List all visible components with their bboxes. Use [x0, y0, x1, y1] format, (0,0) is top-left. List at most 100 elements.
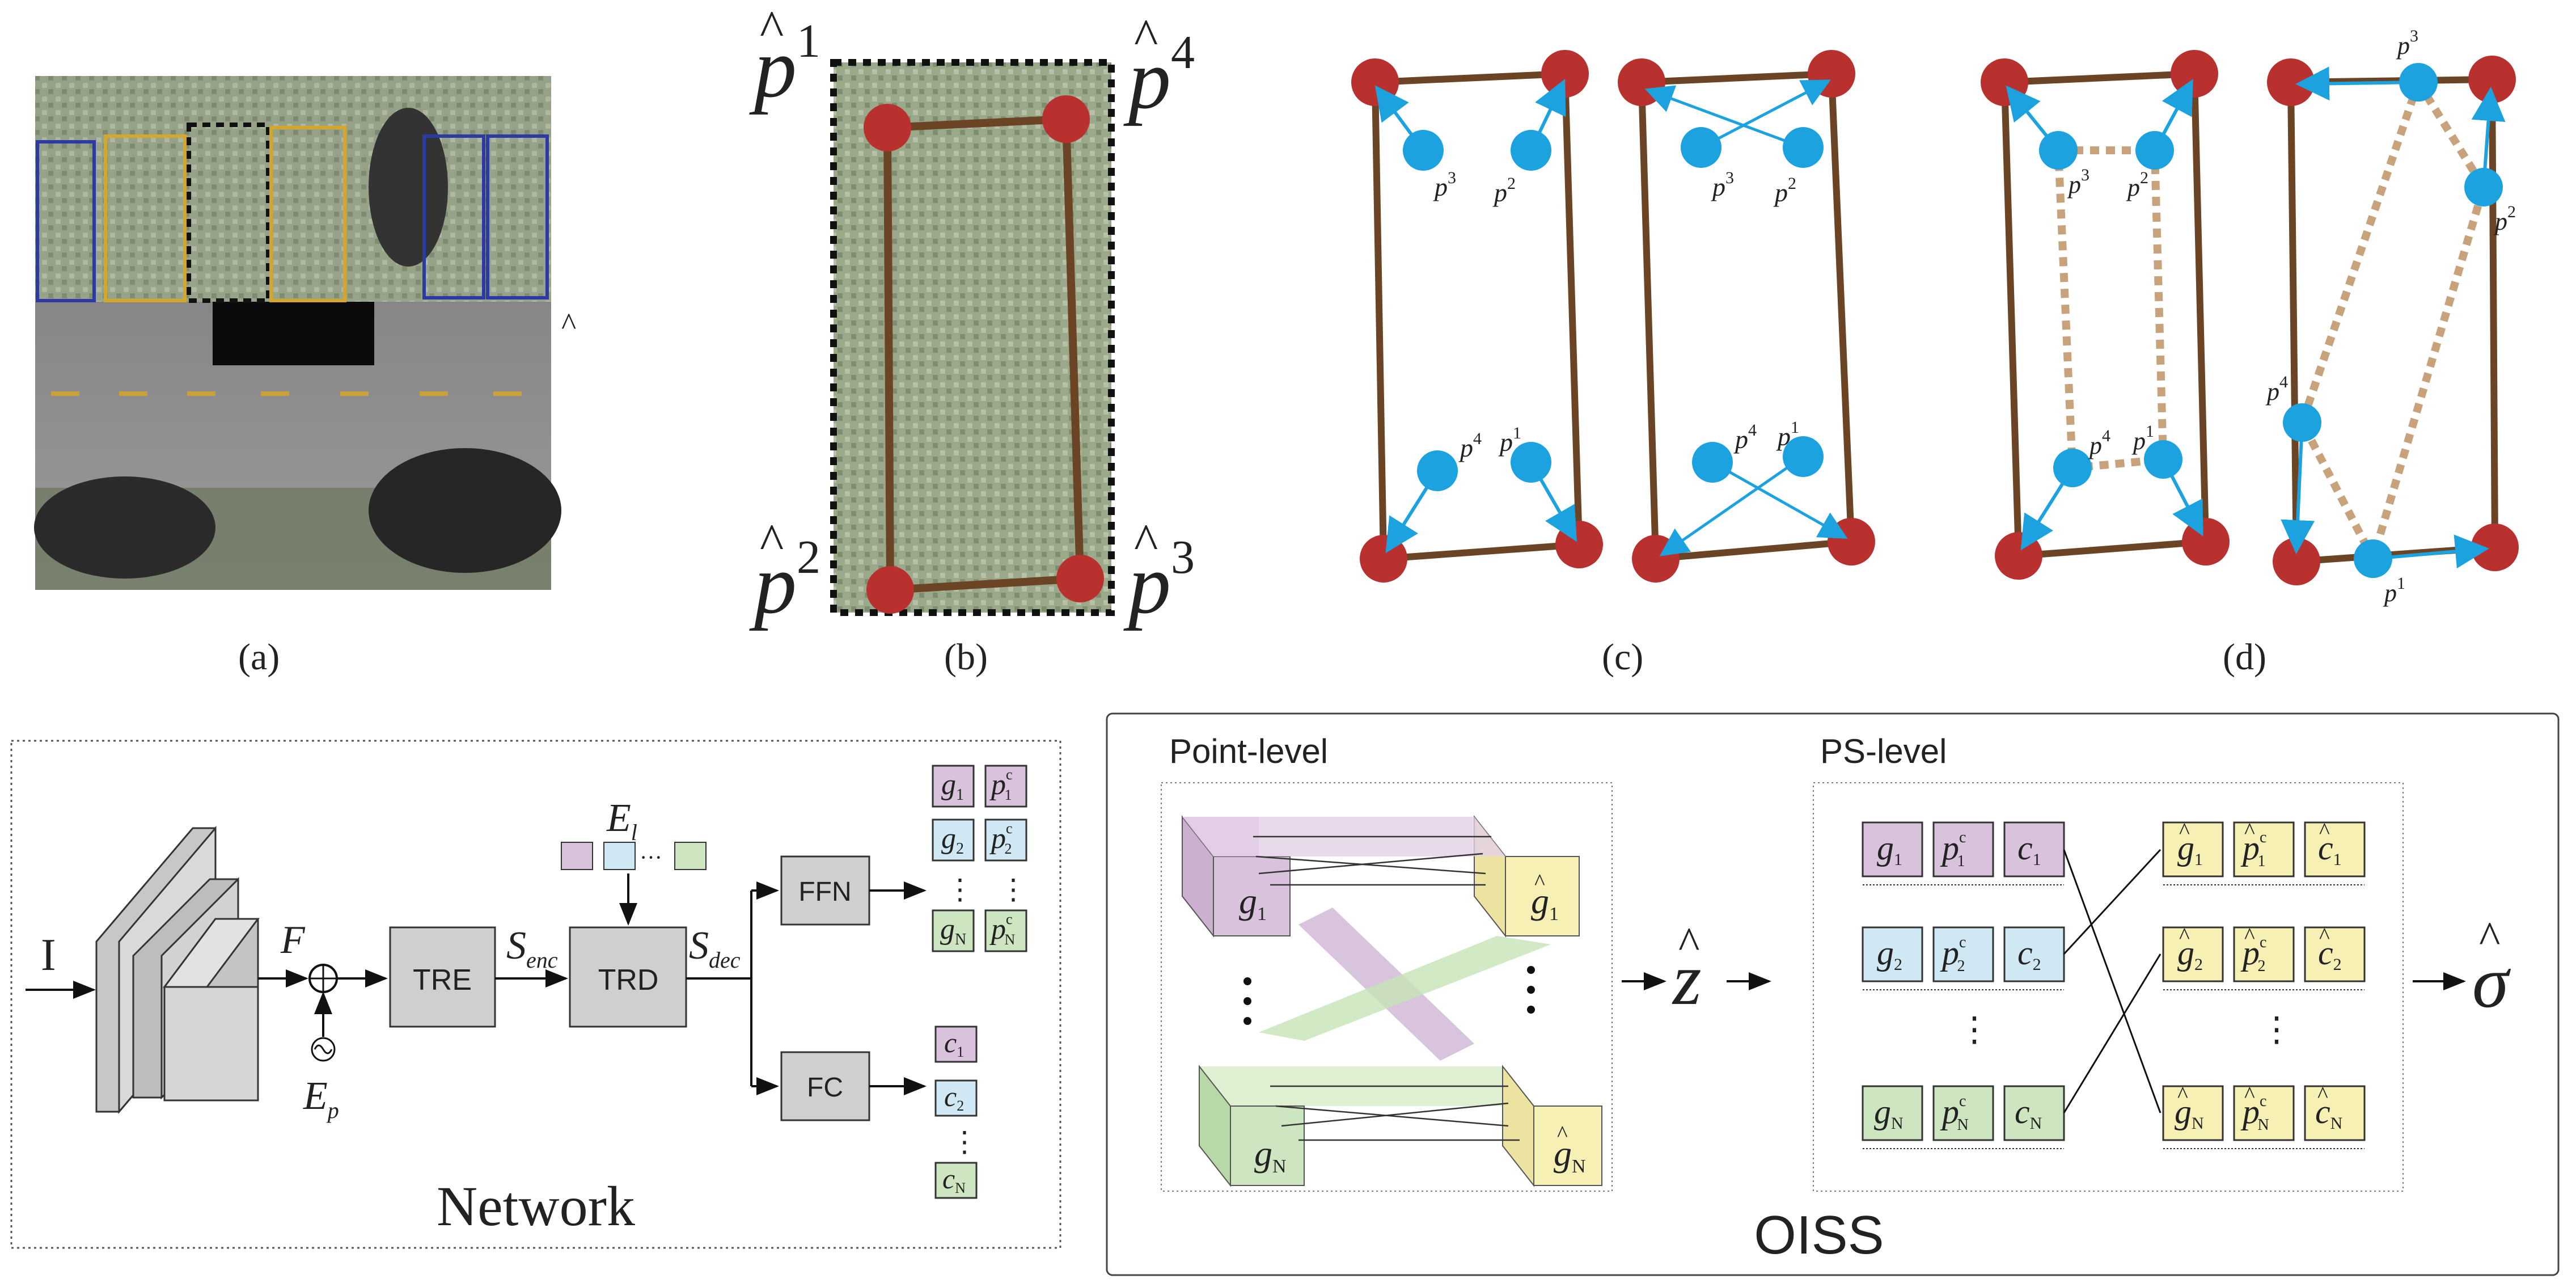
point-level-title: Point-level [1169, 732, 1328, 770]
ps-level-box [1813, 782, 2404, 1192]
panel-d-right-arrow-p3 [2295, 66, 2419, 101]
svg-text:g1: g1 [1531, 881, 1559, 925]
oiss-title: OISS [1754, 1205, 1884, 1265]
embed-ellipsis: ··· [640, 845, 662, 870]
svg-text:cN: cN [2315, 1093, 2342, 1133]
panel-d-caption: (d) [2223, 636, 2266, 678]
svg-text:g1: g1 [1239, 881, 1267, 925]
network-g-row-2: g2 pc 2 [932, 818, 1027, 862]
network-c-row-2: c2 [934, 1079, 978, 1117]
panel-c-right-point-p3 [1681, 127, 1721, 168]
panel-a-car-right [369, 448, 561, 573]
svg-text:c2: c2 [2318, 934, 2342, 974]
panel-d-right-corner-tr [2468, 56, 2516, 103]
panel-d-right-label-p2: p2 [2493, 202, 2516, 235]
panel-a-slot-yellow-2 [269, 126, 346, 302]
panel-a-slot-blue-right-1 [422, 134, 485, 299]
panel-b-hat-p4: ^ [1134, 9, 1158, 65]
panel-b-hat-p2: ^ [760, 514, 784, 570]
svg-text:gN: gN [1874, 1093, 1904, 1133]
svg-text:pcN: pc N [2240, 1092, 2269, 1134]
network-s-enc-label: Senc [506, 924, 558, 973]
svg-text:^: ^ [2319, 818, 2330, 843]
panel-a-slot-blue-left [36, 140, 96, 302]
panel-c-caption: (c) [1602, 636, 1643, 678]
panel-d-right-point-p1 [2354, 539, 2392, 578]
panel-b-label-p3: p3 [1123, 531, 1195, 631]
network-g-row-n: gN pc N [932, 909, 1027, 952]
panel-c-right-arrow-p2 [1644, 85, 1804, 149]
svg-text:cN: cN [2015, 1093, 2042, 1133]
network-s-dec-label: Sdec [689, 924, 741, 973]
ps-left-vdots: ⋮ [1957, 1011, 1991, 1048]
panel-a-lane-dashes [51, 391, 522, 396]
panel-b-corner-2 [866, 566, 914, 614]
svg-text:g1: g1 [1877, 829, 1902, 869]
panel-a-hat-mark: ^ [561, 307, 576, 342]
ps-matching-lines [2063, 849, 2162, 1113]
panel-b-dashed-frame [830, 59, 1115, 616]
panel-b-label-p1: p1 [749, 15, 820, 115]
point-level-box [1161, 782, 1613, 1192]
oiss-sigma-label: σ [2472, 942, 2511, 1023]
svg-text:g2: g2 [2177, 934, 2203, 974]
svg-text:^: ^ [2179, 923, 2190, 948]
svg-text:^: ^ [2317, 1082, 2328, 1107]
panel-c-left-label-p4: p4 [1458, 429, 1482, 462]
network-panel: I F Ep TRE Senc TRD El [10, 740, 1061, 1249]
panel-d-left-corner-bl [1995, 532, 2042, 580]
tre-block [389, 926, 496, 1028]
network-pos-embed-wave [314, 1044, 333, 1054]
panel-d-left-point-p1 [2144, 440, 2182, 479]
panel-d: p3 p2 p4 p1 p3 p2 p4 p1 (d) [1981, 27, 2519, 678]
panel-d-right-dashed-quad [2298, 73, 2488, 569]
panel-a-slot-blue-right-2 [486, 134, 549, 299]
panel-d-left-point-p2 [2135, 131, 2174, 170]
panel-c-right-corner-bl [1632, 535, 1680, 583]
network-feature-label: F [280, 918, 306, 962]
oiss-frame [1106, 712, 2560, 1276]
fc-block [780, 1051, 870, 1121]
ps-right-hats: ^ ^ ^ ^ ^ ^ ^ ^ ^ [2177, 818, 2330, 1107]
panel-d-right-point-p3 [2399, 63, 2438, 102]
panel-c-left-point-p3 [1403, 130, 1444, 171]
svg-text:gN: gN [2175, 1093, 2204, 1133]
panel-b-hat-p3: ^ [1134, 514, 1158, 570]
panel-d-right-label-p1: p1 [2383, 574, 2405, 607]
point-level-vdots-right [1527, 966, 1535, 1014]
ps-right-row-2: g2 pc 2 c2 [2162, 926, 2366, 990]
panel-c-right-point-p1 [1783, 436, 1824, 477]
panel-a-black-mask [213, 302, 374, 365]
svg-text:^: ^ [2244, 1082, 2255, 1107]
panel-a-slot-selected [187, 123, 270, 303]
panel-c-left-corner-tl [1351, 58, 1399, 106]
backbone-stack [95, 825, 260, 1115]
ps-left-row-2: g2 pc 2 c2 [1862, 926, 2065, 990]
panel-c-left-point-p2 [1511, 130, 1551, 171]
tre-label: TRE [413, 964, 472, 997]
svg-text:pcN: pc N [989, 911, 1016, 948]
panel-d-right-label-p4: p4 [2265, 373, 2288, 406]
panel-a-caption: (a) [238, 636, 280, 678]
panel-b-corner-4 [1042, 95, 1090, 143]
panel-d-right-corner-br [2471, 524, 2519, 571]
point-level-ghatN-slab: gN ^ [1502, 1065, 1602, 1187]
svg-text:c2: c2 [944, 1081, 964, 1114]
panel-c-left-corner-tr [1541, 50, 1589, 98]
svg-text:g2: g2 [1877, 934, 1902, 974]
panel-d-right-label-p3: p3 [2396, 27, 2418, 60]
ps-left-row-n: gN pc N cN [1862, 1085, 2065, 1149]
ghatN-hat: ^ [1557, 1121, 1568, 1146]
svg-text:pc2: pc 2 [2240, 934, 2266, 975]
svg-text:gN: gN [1254, 1133, 1287, 1177]
network-frame [10, 740, 1061, 1249]
panel-d-left-label-p3: p3 [2067, 166, 2089, 199]
panel-d-right-point-p2 [2464, 168, 2503, 206]
svg-text:g2: g2 [941, 822, 964, 858]
svg-text:pc1: pc 1 [2240, 829, 2266, 870]
panel-b-label-p2: p2 [749, 531, 820, 631]
panel-d-right-point-p4 [2283, 403, 2321, 442]
svg-text:pc1: pc 1 [1940, 829, 1966, 870]
panel-d-left-point-p4 [2053, 449, 2092, 487]
panel-c-left-point-p1 [1511, 442, 1551, 483]
